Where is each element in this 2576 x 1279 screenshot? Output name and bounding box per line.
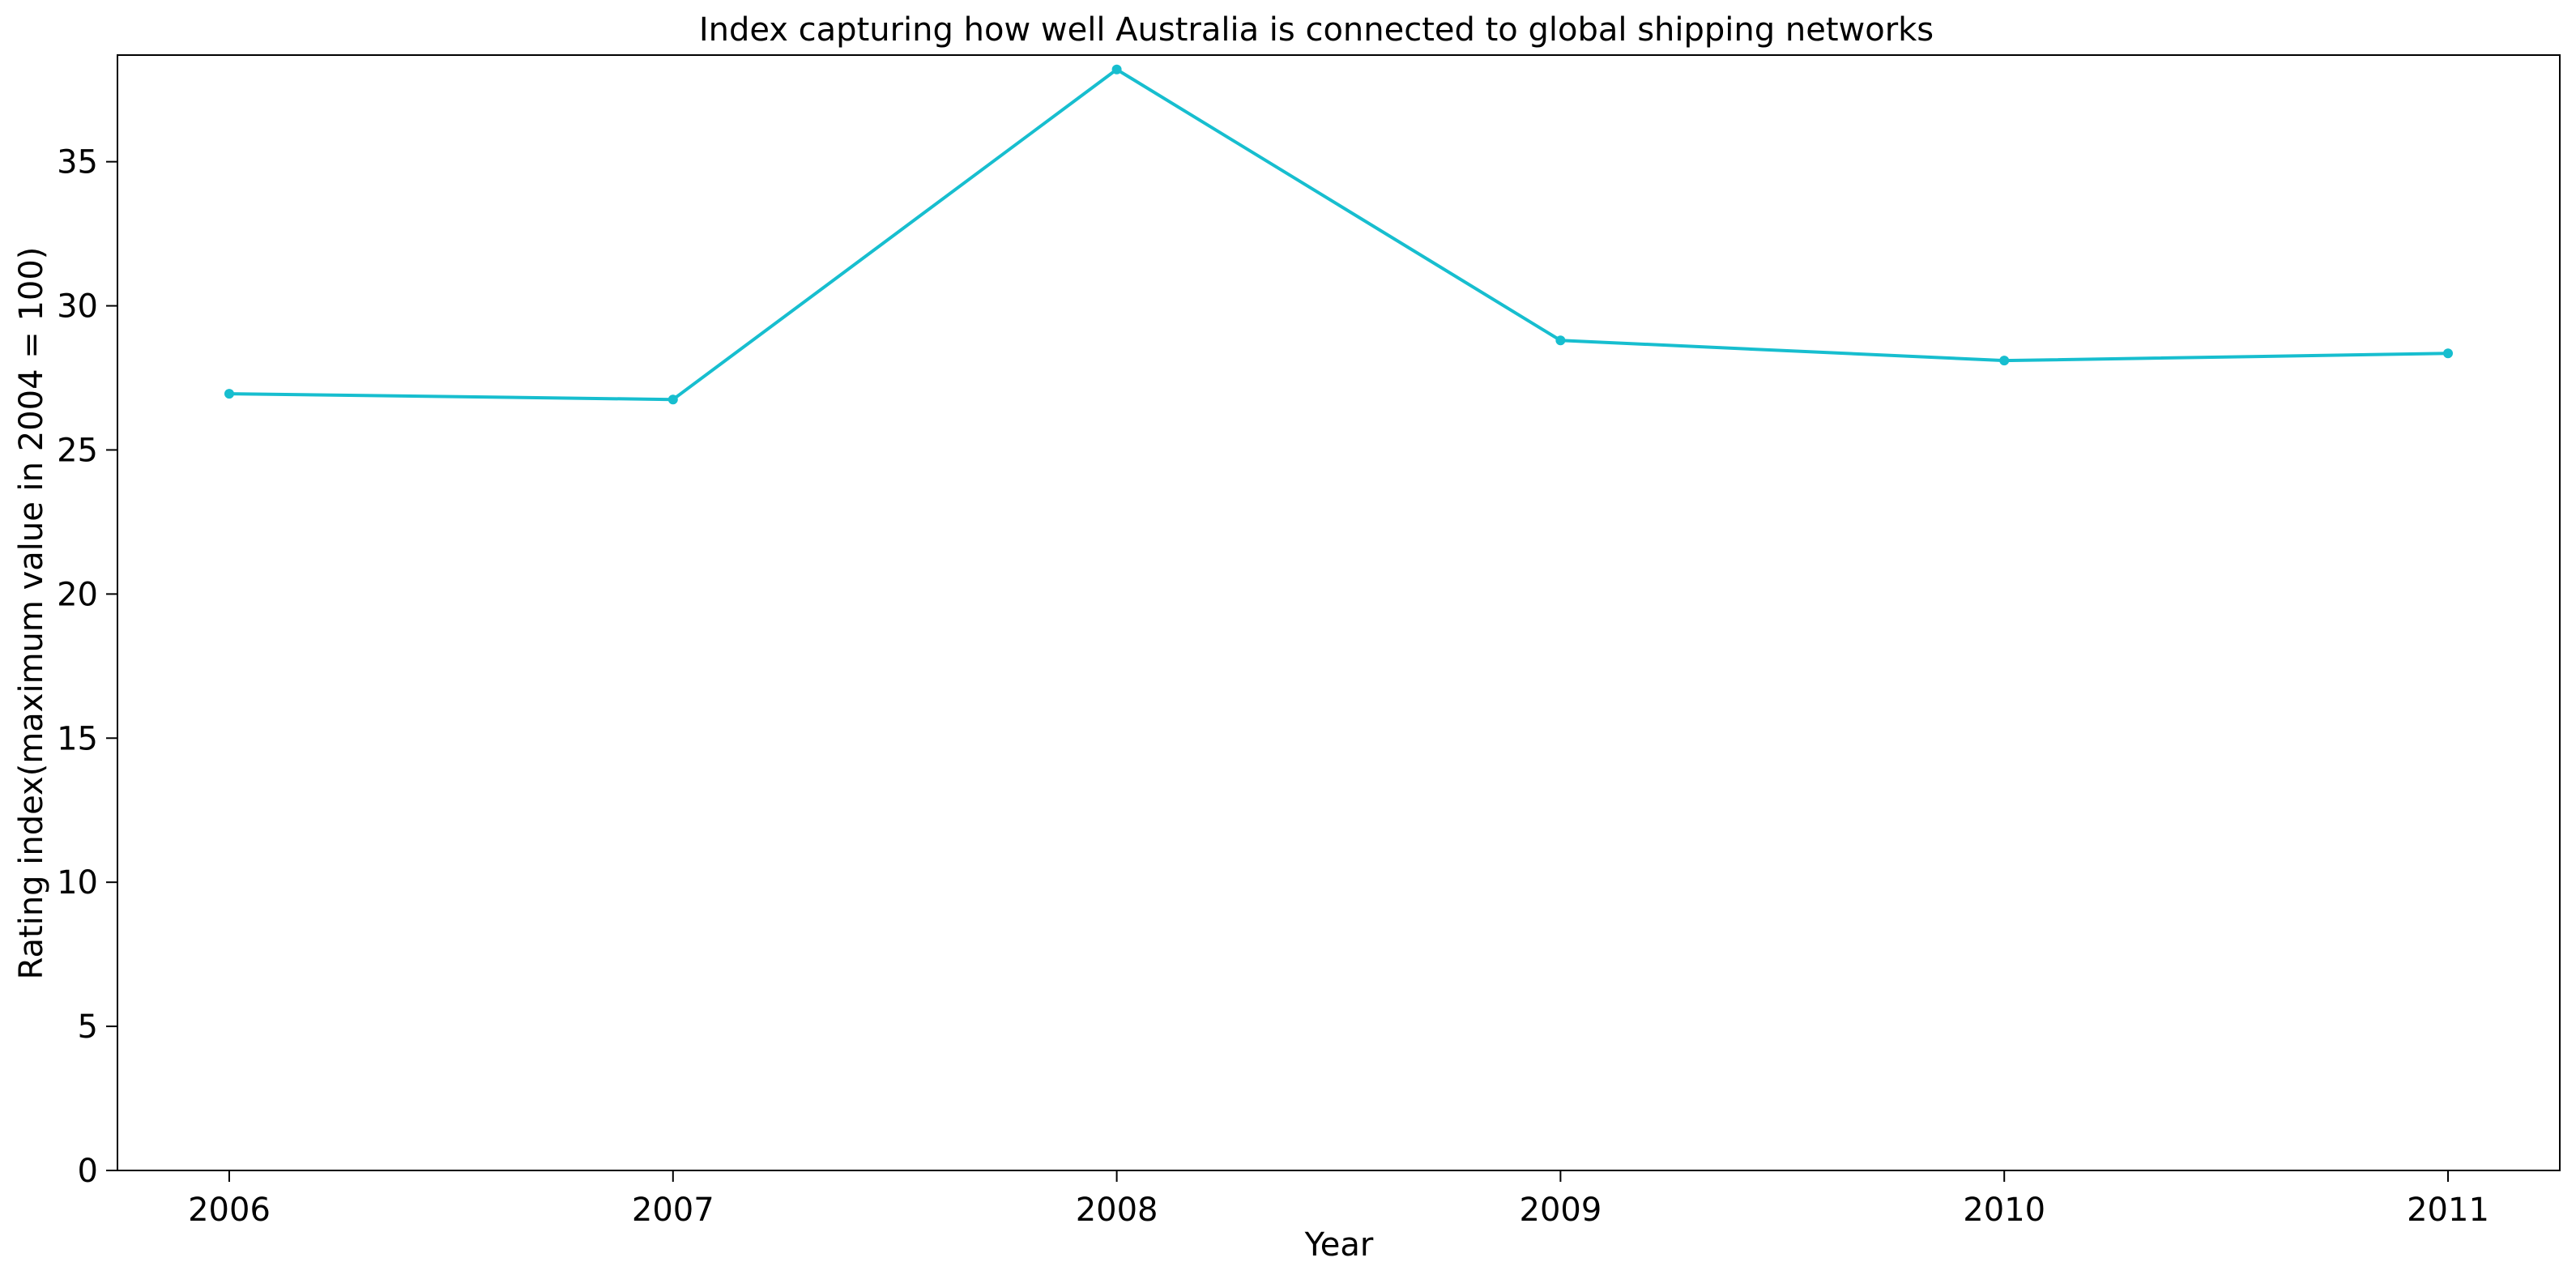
series-line (228, 67, 2450, 402)
plot-frame (117, 54, 2561, 1171)
data-point (1999, 356, 2010, 366)
x-tick-label: 2011 (2407, 1192, 2489, 1229)
data-point (1111, 64, 1122, 75)
y-axis-title: Rating index(maximum value in 2004 = 100… (13, 247, 50, 980)
y-tick-label: 0 (78, 1153, 98, 1190)
x-tick-label: 2010 (1963, 1192, 2045, 1229)
y-tick-label: 30 (57, 288, 98, 326)
chart-title: Index capturing how well Australia is co… (699, 11, 1934, 49)
y-tick-label: 20 (57, 576, 98, 613)
data-point (1555, 335, 1566, 346)
data-point (2443, 348, 2453, 359)
x-tick-label: 2007 (632, 1192, 714, 1229)
y-tick-label: 25 (57, 432, 98, 469)
y-tick-label: 10 (57, 864, 98, 902)
x-tick-label: 2006 (188, 1192, 271, 1229)
data-point (667, 394, 678, 405)
y-tick-label: 15 (57, 720, 98, 757)
y-tick-label: 5 (78, 1008, 98, 1046)
data-point (224, 389, 234, 399)
x-tick-label: 2008 (1076, 1192, 1158, 1229)
y-tick-label: 35 (57, 144, 98, 181)
plot-area: 0 5 10 15 20 25 30 35 2006 2007 2008 2009 2010 2011 (57, 54, 2561, 1229)
x-tick-label: 2009 (1520, 1192, 1602, 1229)
x-axis-title: Year (1304, 1226, 1374, 1264)
